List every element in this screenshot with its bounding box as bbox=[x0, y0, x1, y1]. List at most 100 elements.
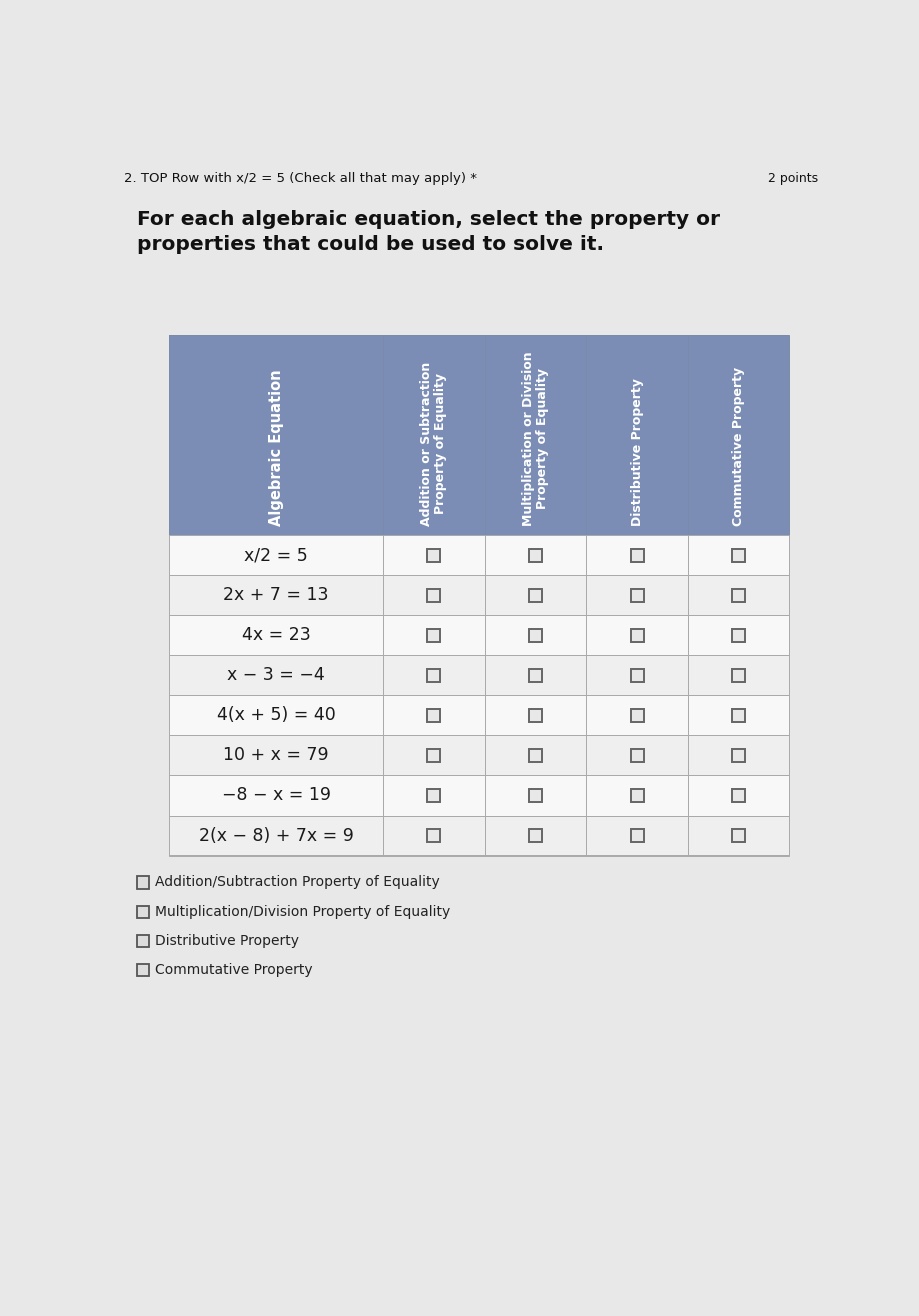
Text: 4x = 23: 4x = 23 bbox=[242, 626, 311, 645]
Bar bbox=[586, 616, 688, 655]
Text: Commutative Property: Commutative Property bbox=[732, 367, 745, 526]
Text: Addition or Subtraction
Property of Equality: Addition or Subtraction Property of Equa… bbox=[420, 362, 448, 526]
Bar bbox=[427, 629, 440, 642]
Text: properties that could be used to solve it.: properties that could be used to solve i… bbox=[137, 236, 604, 254]
Text: Commutative Property: Commutative Property bbox=[155, 963, 312, 978]
Bar bbox=[529, 709, 542, 722]
Bar bbox=[383, 816, 484, 855]
Bar bbox=[630, 549, 644, 562]
Text: −8 − x = 19: −8 − x = 19 bbox=[221, 787, 331, 804]
Bar bbox=[586, 816, 688, 855]
Bar bbox=[383, 655, 484, 695]
Bar bbox=[630, 588, 644, 601]
Bar bbox=[383, 775, 484, 816]
Bar bbox=[688, 336, 789, 536]
Bar bbox=[383, 575, 484, 616]
Bar bbox=[732, 549, 745, 562]
Bar bbox=[732, 588, 745, 601]
Bar bbox=[586, 575, 688, 616]
Bar bbox=[169, 775, 789, 816]
Bar bbox=[484, 816, 586, 855]
Bar bbox=[169, 655, 383, 695]
Bar bbox=[427, 549, 440, 562]
Bar bbox=[630, 629, 644, 642]
Text: x − 3 = −4: x − 3 = −4 bbox=[227, 666, 325, 684]
Bar bbox=[688, 616, 789, 655]
Bar bbox=[732, 788, 745, 801]
Text: Algebraic Equation: Algebraic Equation bbox=[268, 370, 284, 526]
Bar bbox=[630, 788, 644, 801]
Bar bbox=[732, 629, 745, 642]
Bar bbox=[586, 336, 688, 536]
Text: 4(x + 5) = 40: 4(x + 5) = 40 bbox=[217, 707, 335, 724]
Bar bbox=[529, 749, 542, 762]
Bar bbox=[529, 629, 542, 642]
Bar bbox=[137, 965, 149, 976]
Bar bbox=[169, 736, 789, 775]
Text: Multiplication/Division Property of Equality: Multiplication/Division Property of Equa… bbox=[155, 905, 450, 919]
Bar bbox=[586, 536, 688, 575]
Bar bbox=[169, 616, 789, 655]
Bar bbox=[688, 575, 789, 616]
Bar bbox=[484, 695, 586, 736]
Bar bbox=[137, 905, 149, 919]
Text: Distributive Property: Distributive Property bbox=[155, 934, 300, 948]
Bar bbox=[732, 709, 745, 722]
Text: 2x + 7 = 13: 2x + 7 = 13 bbox=[223, 587, 329, 604]
Bar bbox=[732, 829, 745, 842]
Bar bbox=[383, 736, 484, 775]
Bar bbox=[484, 575, 586, 616]
Text: Multiplication or Division
Property of Equality: Multiplication or Division Property of E… bbox=[522, 351, 549, 526]
Bar bbox=[586, 695, 688, 736]
Bar bbox=[484, 775, 586, 816]
Text: 2. TOP Row with x/2 = 5 (Check all that may apply) *: 2. TOP Row with x/2 = 5 (Check all that … bbox=[124, 172, 477, 184]
Bar bbox=[688, 775, 789, 816]
Bar bbox=[169, 536, 383, 575]
Bar bbox=[383, 616, 484, 655]
Bar bbox=[732, 669, 745, 682]
Text: For each algebraic equation, select the property or: For each algebraic equation, select the … bbox=[137, 211, 720, 229]
Bar bbox=[169, 736, 383, 775]
Bar bbox=[630, 669, 644, 682]
Bar bbox=[169, 775, 383, 816]
Bar bbox=[427, 749, 440, 762]
Bar bbox=[529, 549, 542, 562]
Bar bbox=[529, 669, 542, 682]
Text: x/2 = 5: x/2 = 5 bbox=[244, 546, 308, 565]
Bar bbox=[484, 616, 586, 655]
Bar bbox=[688, 655, 789, 695]
Bar bbox=[484, 736, 586, 775]
Bar bbox=[427, 669, 440, 682]
Bar bbox=[169, 655, 789, 695]
Bar bbox=[169, 616, 383, 655]
Bar bbox=[169, 816, 789, 855]
Bar bbox=[169, 695, 383, 736]
Bar bbox=[688, 736, 789, 775]
Bar bbox=[630, 749, 644, 762]
Text: Addition/Subtraction Property of Equality: Addition/Subtraction Property of Equalit… bbox=[155, 875, 440, 890]
Bar bbox=[529, 829, 542, 842]
Bar bbox=[630, 709, 644, 722]
Bar bbox=[586, 736, 688, 775]
Bar bbox=[427, 588, 440, 601]
Bar bbox=[383, 695, 484, 736]
Bar bbox=[383, 536, 484, 575]
Bar bbox=[169, 336, 383, 536]
Bar bbox=[169, 816, 383, 855]
Bar bbox=[529, 588, 542, 601]
Bar bbox=[688, 536, 789, 575]
Bar bbox=[427, 788, 440, 801]
Bar bbox=[137, 934, 149, 948]
Bar bbox=[169, 575, 383, 616]
Bar bbox=[484, 336, 586, 536]
Bar bbox=[586, 775, 688, 816]
Bar bbox=[688, 816, 789, 855]
Bar bbox=[169, 575, 789, 616]
Bar bbox=[427, 709, 440, 722]
Bar bbox=[383, 336, 484, 536]
Bar bbox=[688, 695, 789, 736]
Bar bbox=[732, 749, 745, 762]
Bar bbox=[427, 829, 440, 842]
Text: Distributive Property: Distributive Property bbox=[630, 378, 643, 526]
Text: 2 points: 2 points bbox=[767, 172, 818, 184]
